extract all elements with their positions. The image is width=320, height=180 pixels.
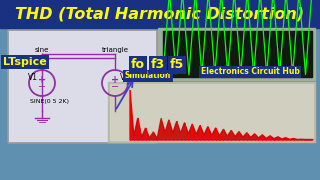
Bar bbox=[8, 30, 156, 142]
Bar bbox=[0, 0, 320, 28]
Text: +: + bbox=[111, 75, 119, 85]
Text: triangle: triangle bbox=[101, 47, 129, 53]
Text: −: − bbox=[38, 82, 46, 92]
Text: V1: V1 bbox=[28, 73, 38, 82]
Text: V2: V2 bbox=[120, 73, 130, 82]
Bar bbox=[8, 30, 156, 142]
Polygon shape bbox=[130, 90, 313, 140]
Text: SINE(0 5 2K): SINE(0 5 2K) bbox=[30, 100, 69, 105]
Text: f5: f5 bbox=[170, 58, 184, 71]
Text: LTspice: LTspice bbox=[3, 57, 47, 67]
Bar bbox=[163, 31, 312, 77]
Text: fo: fo bbox=[131, 58, 145, 71]
Text: +: + bbox=[38, 75, 46, 85]
Text: sine: sine bbox=[35, 47, 49, 53]
Text: f3: f3 bbox=[151, 58, 165, 71]
Bar bbox=[158, 28, 315, 80]
Bar bbox=[108, 82, 315, 142]
Text: −: − bbox=[111, 82, 119, 92]
Bar bbox=[110, 84, 313, 140]
Text: THD (Total Harmonic Distortion): THD (Total Harmonic Distortion) bbox=[15, 6, 305, 21]
Text: Electronics Circuit Hub: Electronics Circuit Hub bbox=[201, 68, 300, 76]
Text: Simulation: Simulation bbox=[125, 71, 171, 80]
